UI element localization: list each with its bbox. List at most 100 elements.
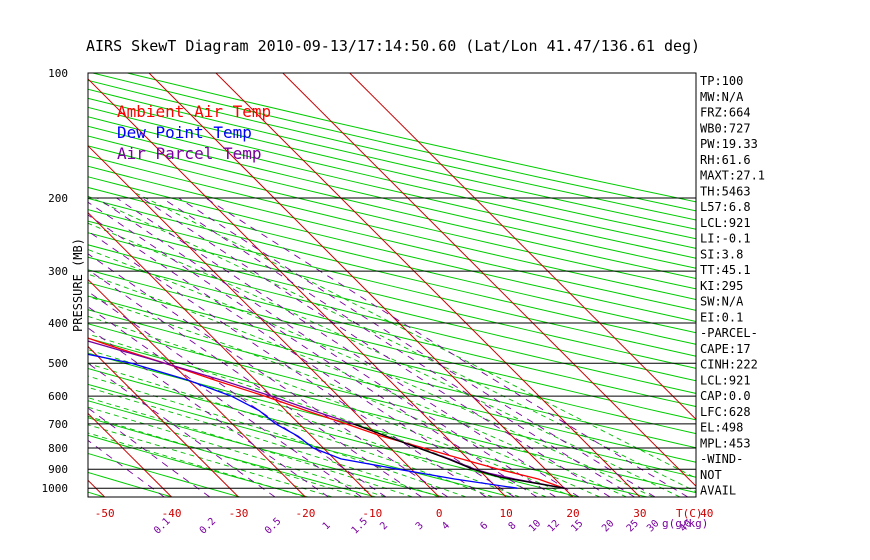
bottom-temp-tick-label: 30 (633, 507, 646, 520)
mixing-ratio-line (88, 327, 329, 497)
moist-adiabat-line (136, 192, 696, 479)
dry-adiabat-line (88, 116, 696, 259)
dry-adiabat-line (88, 106, 696, 249)
pressure-tick-label: 400 (48, 317, 68, 330)
dry-adiabat-line (88, 209, 696, 357)
mixing-ratio-line (88, 230, 487, 497)
dry-adiabat-line (88, 145, 696, 290)
index-label: L57:6.8 (700, 200, 751, 214)
bottom-temp-tick-label: -20 (295, 507, 315, 520)
index-label: TT:45.1 (700, 263, 751, 277)
dry-adiabat-line (88, 452, 241, 497)
legend-entry: Ambient Air Temp (117, 102, 271, 121)
index-label: LCL:921 (700, 216, 751, 230)
index-label: SI:3.8 (700, 247, 743, 261)
bottom-temp-tick-label: -10 (362, 507, 382, 520)
mixing-ratio-line (88, 407, 211, 497)
dry-adiabat-line (88, 155, 696, 301)
mixing-ratio-line (161, 197, 635, 497)
plot-frame (87, 72, 697, 498)
series-environment-black (353, 423, 565, 489)
index-label: LFC:628 (700, 405, 751, 419)
pressure-tick-label: 900 (48, 463, 68, 476)
dry-adiabat-line (88, 197, 696, 345)
series-dew-point-temp (88, 353, 518, 489)
mixing-ratio-label: 12 (546, 518, 562, 534)
x-axis-unit-label: T(C) (676, 507, 703, 520)
dry-adiabat-line (88, 176, 696, 322)
index-label: LCL:921 (700, 373, 751, 387)
pressure-tick-label: 200 (48, 192, 68, 205)
plot-area (0, 73, 696, 497)
dry-adiabat-line (88, 282, 696, 435)
mixing-ratio-label: 15 (569, 518, 585, 534)
mixing-ratio-line (88, 214, 515, 497)
mixing-ratio-label: 0.2 (198, 516, 219, 537)
isotherm-line (88, 211, 373, 497)
moist-adiabat-line (88, 349, 520, 497)
index-label: CINH:222 (700, 358, 758, 372)
dry-adiabat-line (88, 256, 696, 408)
index-label: RH:61.6 (700, 153, 751, 167)
isotherm-line (0, 73, 38, 497)
isotherm-line (282, 73, 696, 487)
index-label: EL:498 (700, 421, 743, 435)
pressure-tick-label: 300 (48, 265, 68, 278)
legend-entry: Dew Point Temp (117, 123, 252, 142)
index-label: -WIND- (700, 452, 743, 466)
bottom-temp-tick-label: -30 (229, 507, 249, 520)
index-label: TP:100 (700, 74, 743, 88)
moist-adiabat-line (88, 222, 681, 497)
dry-adiabat-line (88, 434, 308, 497)
isotherm-line (215, 73, 641, 497)
bottom-temp-tick-label: 10 (499, 507, 512, 520)
bottom-temp-tick-label: -40 (162, 507, 182, 520)
dry-adiabat-line (88, 165, 696, 311)
mixing-ratio-line (141, 197, 611, 497)
moist-adiabat-line (88, 424, 333, 497)
moist-adiabat-line (88, 195, 696, 493)
dry-adiabat-line (0, 73, 37, 497)
index-label: AVAIL (700, 484, 736, 498)
index-label: FRZ:664 (700, 106, 751, 120)
isotherm-line (88, 345, 239, 497)
index-label: NOT (700, 468, 722, 482)
mixing-ratio-label: 20 (600, 518, 616, 534)
index-label: SW:N/A (700, 295, 744, 309)
mixing-ratio-label: 8 (507, 520, 519, 532)
pressure-tick-label: 600 (48, 390, 68, 403)
index-label: MPL:453 (700, 436, 751, 450)
isotherm-line (148, 73, 574, 497)
bottom-temp-tick-label: 40 (700, 507, 713, 520)
dry-adiabat-line (88, 337, 696, 494)
mixing-ratio-label: 3 (414, 520, 426, 532)
moist-adiabat-line (88, 415, 360, 497)
dry-adiabat-line (88, 400, 444, 497)
dry-adiabat-line (88, 244, 696, 394)
series-air-parcel-temp (88, 340, 565, 489)
moist-adiabat-line (88, 295, 600, 497)
index-label: TH:5463 (700, 184, 751, 198)
moist-adiabat-line (88, 315, 574, 497)
isotherm-line (88, 412, 172, 497)
dry-adiabat-line (88, 352, 648, 497)
y-axis-label: PRESSURE (MB) (71, 238, 85, 332)
mixing-ratio-line (116, 197, 580, 497)
index-label: KI:295 (700, 279, 743, 293)
isotherm-line (349, 73, 696, 421)
mixing-ratio-unit-label: g(g/kg) (662, 517, 708, 530)
index-label: LI:-0.1 (700, 232, 751, 246)
dry-adiabat-line (88, 125, 696, 269)
pressure-tick-label: 700 (48, 418, 68, 431)
moist-adiabat-line (88, 363, 493, 497)
dry-adiabat-line (88, 220, 696, 369)
dry-adiabat-line (88, 309, 696, 463)
mixing-ratio-label: 25 (625, 518, 641, 534)
index-label: EI:0.1 (700, 310, 743, 324)
chart-title: AIRS SkewT Diagram 2010-09-13/17:14:50.6… (86, 37, 700, 55)
index-label: -PARCEL- (700, 326, 758, 340)
dry-adiabat-line (88, 417, 376, 497)
legend-entry: Air Parcel Temp (117, 144, 262, 163)
dry-adiabat-line (88, 186, 696, 334)
